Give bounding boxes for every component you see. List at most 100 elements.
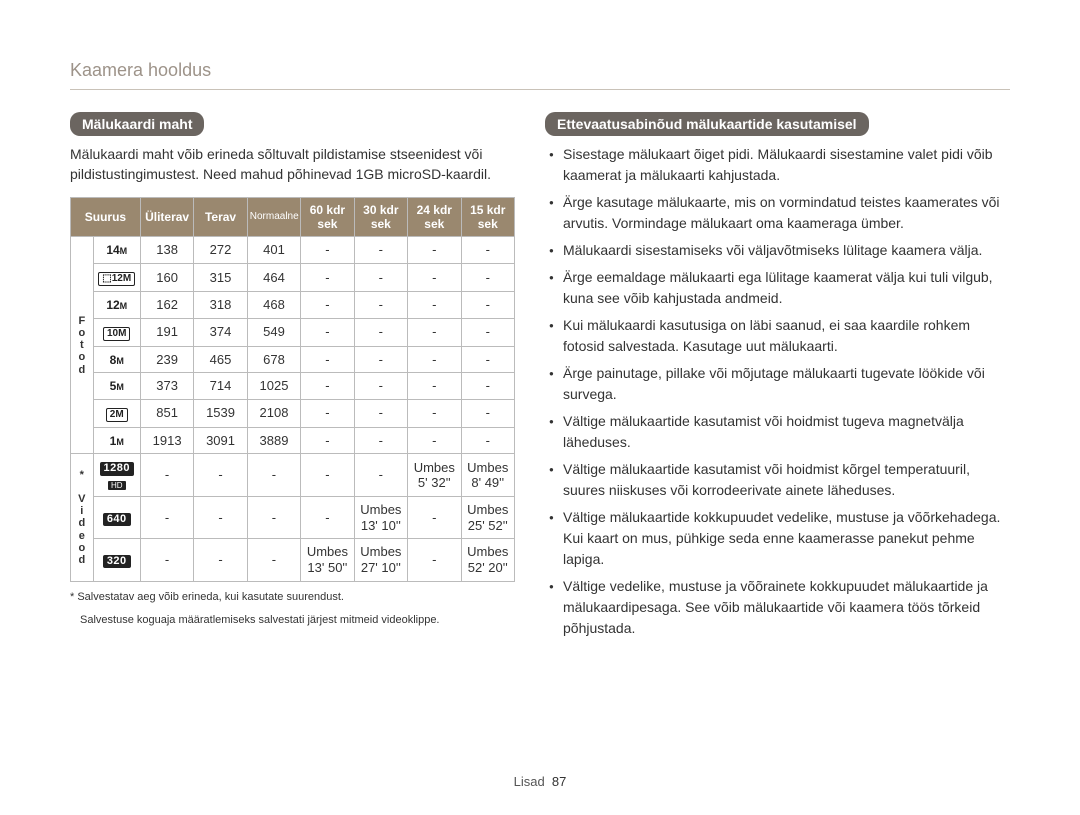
cell: - [301, 427, 354, 454]
cell: - [301, 454, 354, 497]
cell: 464 [247, 263, 300, 291]
size-icon: 5M [93, 373, 140, 400]
cell: - [461, 373, 515, 400]
cell: Umbes52' 20'' [461, 539, 515, 581]
cell: - [301, 346, 354, 373]
cell: - [408, 291, 461, 318]
cell: - [461, 346, 515, 373]
cell: - [408, 539, 461, 581]
cell: 549 [247, 318, 300, 346]
table-row: ⬚12M160315464---- [71, 263, 515, 291]
list-item: Vältige vedelike, mustuse ja võõrainete … [545, 576, 1010, 639]
cell: Umbes13' 50'' [301, 539, 354, 581]
th-24: 24 kdr sek [408, 197, 461, 237]
cell: - [354, 346, 407, 373]
cell: - [461, 237, 515, 264]
cell: 678 [247, 346, 300, 373]
th-normaalne: Normaalne [247, 197, 300, 237]
cell: 315 [194, 263, 247, 291]
cell: - [354, 318, 407, 346]
cell: 401 [247, 237, 300, 264]
cell: - [354, 263, 407, 291]
side-videod: * V i d e o d [71, 454, 94, 581]
cell: - [194, 497, 247, 539]
table-row: 1M191330913889---- [71, 427, 515, 454]
cell: 373 [140, 373, 193, 400]
cell: - [194, 539, 247, 581]
th-60: 60 kdr sek [301, 197, 354, 237]
cell: 1539 [194, 399, 247, 427]
cell: - [354, 399, 407, 427]
size-icon: 12M [93, 291, 140, 318]
th-suurus: Suurus [71, 197, 141, 237]
page-title: Kaamera hooldus [70, 60, 1010, 81]
cell: 272 [194, 237, 247, 264]
th-30: 30 kdr sek [354, 197, 407, 237]
cell: - [354, 373, 407, 400]
table-row: * V i d e o d1280HD-----Umbes5' 32''Umbe… [71, 454, 515, 497]
cell: Umbes5' 32'' [408, 454, 461, 497]
cell: - [461, 291, 515, 318]
table-row: 8M239465678---- [71, 346, 515, 373]
cell: 374 [194, 318, 247, 346]
cell: 191 [140, 318, 193, 346]
precaution-list: Sisestage mälukaart õiget pidi. Mälukaar… [545, 144, 1010, 639]
right-column: Ettevaatusabinõud mälukaartide kasutamis… [545, 112, 1010, 645]
cell: 465 [194, 346, 247, 373]
footer-label: Lisad [514, 774, 545, 789]
cell: 318 [194, 291, 247, 318]
list-item: Vältige mälukaartide kasutamist või hoid… [545, 459, 1010, 501]
table-row: 320---Umbes13' 50''Umbes27' 10''-Umbes52… [71, 539, 515, 581]
size-icon: 8M [93, 346, 140, 373]
cell: Umbes27' 10'' [354, 539, 407, 581]
cell: 162 [140, 291, 193, 318]
cell: - [461, 263, 515, 291]
left-intro: Mälukaardi maht võib erineda sõltuvalt p… [70, 144, 515, 185]
cell: - [354, 291, 407, 318]
size-icon: 14M [93, 237, 140, 264]
video-size-icon: 640 [93, 497, 140, 539]
cell: - [140, 454, 193, 497]
divider [70, 89, 1010, 90]
cell: - [140, 497, 193, 539]
size-icon: 10M [93, 318, 140, 346]
cell: - [354, 454, 407, 497]
list-item: Ärge kasutage mälukaarte, mis on vormind… [545, 192, 1010, 234]
th-15: 15 kdr sek [461, 197, 515, 237]
cell: - [301, 497, 354, 539]
cell: 468 [247, 291, 300, 318]
cell: - [301, 237, 354, 264]
cell: - [461, 427, 515, 454]
cell: Umbes13' 10'' [354, 497, 407, 539]
size-icon: 1M [93, 427, 140, 454]
list-item: Vältige mälukaartide kokkupuudet vedelik… [545, 507, 1010, 570]
table-row: 12M162318468---- [71, 291, 515, 318]
footnote-1: * Salvestatav aeg võib erineda, kui kasu… [70, 590, 515, 605]
list-item: Mälukaardi sisestamiseks või väljavõtmis… [545, 240, 1010, 261]
cell: - [301, 373, 354, 400]
cell: 2108 [247, 399, 300, 427]
list-item: Sisestage mälukaart õiget pidi. Mälukaar… [545, 144, 1010, 186]
cell: - [301, 263, 354, 291]
capacity-table: Suurus Üliterav Terav Normaalne 60 kdr s… [70, 197, 515, 582]
cell: - [247, 497, 300, 539]
cell: - [408, 399, 461, 427]
cell: - [301, 399, 354, 427]
page-footer: Lisad 87 [0, 774, 1080, 789]
cell: - [408, 318, 461, 346]
cell: - [408, 346, 461, 373]
cell: - [140, 539, 193, 581]
list-item: Kui mälukaardi kasutusiga on läbi saanud… [545, 315, 1010, 357]
cell: 138 [140, 237, 193, 264]
cell: 1025 [247, 373, 300, 400]
cell: 3889 [247, 427, 300, 454]
footnote-2: Salvestuse koguaja määratlemiseks salves… [70, 613, 515, 628]
size-icon: 2M [93, 399, 140, 427]
left-column: Mälukaardi maht Mälukaardi maht võib eri… [70, 112, 515, 645]
cell: - [408, 427, 461, 454]
cell: - [354, 237, 407, 264]
cell: - [408, 373, 461, 400]
footer-page: 87 [552, 774, 566, 789]
table-row: 2M85115392108---- [71, 399, 515, 427]
cell: - [408, 237, 461, 264]
